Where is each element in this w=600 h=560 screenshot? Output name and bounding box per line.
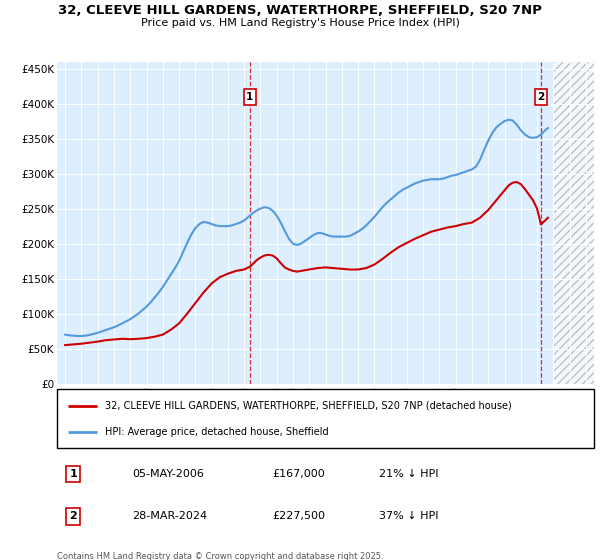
Text: Price paid vs. HM Land Registry's House Price Index (HPI): Price paid vs. HM Land Registry's House …	[140, 18, 460, 28]
Text: 32, CLEEVE HILL GARDENS, WATERTHORPE, SHEFFIELD, S20 7NP: 32, CLEEVE HILL GARDENS, WATERTHORPE, SH…	[58, 4, 542, 17]
Text: 28-MAR-2024: 28-MAR-2024	[132, 511, 208, 521]
Text: 1: 1	[69, 469, 77, 479]
Text: 37% ↓ HPI: 37% ↓ HPI	[379, 511, 439, 521]
Text: 2: 2	[538, 92, 545, 102]
FancyBboxPatch shape	[57, 389, 594, 448]
Text: 2: 2	[69, 511, 77, 521]
Text: £227,500: £227,500	[272, 511, 325, 521]
Text: 32, CLEEVE HILL GARDENS, WATERTHORPE, SHEFFIELD, S20 7NP (detached house): 32, CLEEVE HILL GARDENS, WATERTHORPE, SH…	[106, 400, 512, 410]
Text: £167,000: £167,000	[272, 469, 325, 479]
Text: 1: 1	[246, 92, 253, 102]
Text: 21% ↓ HPI: 21% ↓ HPI	[379, 469, 439, 479]
Text: 05-MAY-2006: 05-MAY-2006	[132, 469, 204, 479]
Text: Contains HM Land Registry data © Crown copyright and database right 2025.
This d: Contains HM Land Registry data © Crown c…	[57, 552, 383, 560]
Bar	[553, 62, 594, 384]
Text: HPI: Average price, detached house, Sheffield: HPI: Average price, detached house, Shef…	[106, 427, 329, 437]
